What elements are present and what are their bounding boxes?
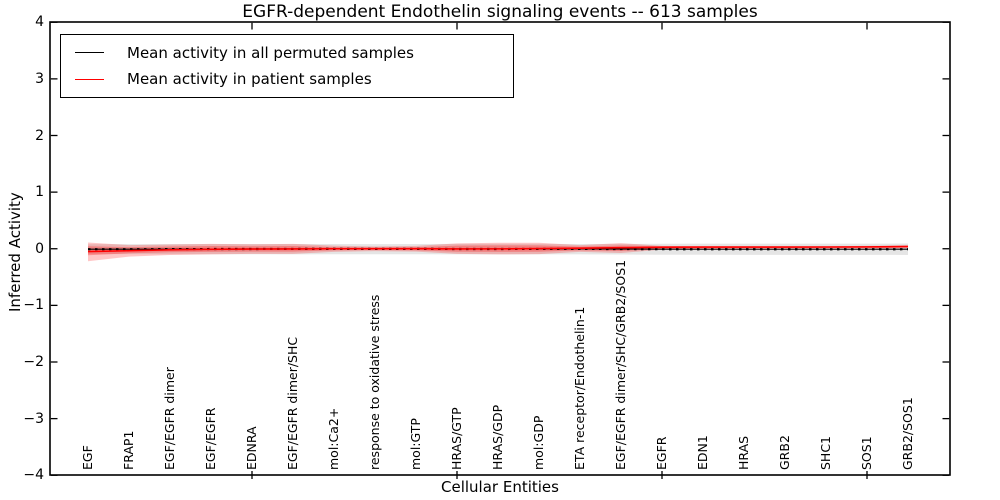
y-tick-label: 2 [35,127,44,144]
legend-label-patient: Mean activity in patient samples [127,70,372,89]
x-tick-label: EGF/EGFR [203,407,218,470]
x-tick-label: GRB2/SOS1 [900,397,915,470]
legend: Mean activity in all permuted samples Me… [60,34,514,98]
x-tick-label: HRAS/GTP [449,407,464,470]
x-axis-label: Cellular Entities [441,478,559,496]
x-tick-label: HRAS/GDP [490,404,505,470]
y-tick-label: −1 [23,297,44,314]
legend-item-permuted: Mean activity in all permuted samples [61,44,513,62]
x-tick-label: GRB2 [777,435,792,470]
legend-label-permuted: Mean activity in all permuted samples [127,43,414,62]
x-tick-label: mol:GDP [531,415,546,470]
x-tick-label: EGF/EGFR dimer/SHC/GRB2/SOS1 [613,259,628,470]
permuted-line-swatch-icon [75,52,104,54]
x-tick-label: HRAS [736,435,751,470]
legend-item-patient: Mean activity in patient samples [61,70,513,88]
y-tick-label: 0 [35,240,44,257]
x-tick-label: FRAP1 [121,430,136,470]
x-tick-label: EGF/EGFR dimer/SHC [285,336,300,470]
y-tick-label: 3 [35,70,44,87]
x-tick-label: SOS1 [859,436,874,470]
axes-spines [49,21,951,476]
x-tick-label: EGFR [654,436,669,470]
plot-title: EGFR-dependent Endothelin signaling even… [242,2,758,22]
x-tick-label: EDN1 [695,435,710,470]
patient-line-swatch-icon [75,78,104,80]
y-tick-label: −4 [23,467,44,484]
y-tick-label: −3 [23,410,44,427]
y-tick-label: −2 [23,354,44,370]
y-tick-label: 1 [35,184,44,201]
x-tick-label: ETA receptor/Endothelin-1 [572,306,587,470]
x-tick-label: EGF/EGFR dimer [162,367,177,470]
x-tick-label: response to oxidative stress [367,294,382,470]
y-tick-label: 4 [35,14,44,31]
x-tick-label: EGF [80,445,95,470]
x-tick-label: EDNRA [244,426,259,470]
x-tick-label: mol:GTP [408,418,423,470]
x-tick-label: SHC1 [818,435,833,470]
patient-mean-line [87,245,909,253]
x-tick-label: mol:Ca2+ [326,407,341,470]
